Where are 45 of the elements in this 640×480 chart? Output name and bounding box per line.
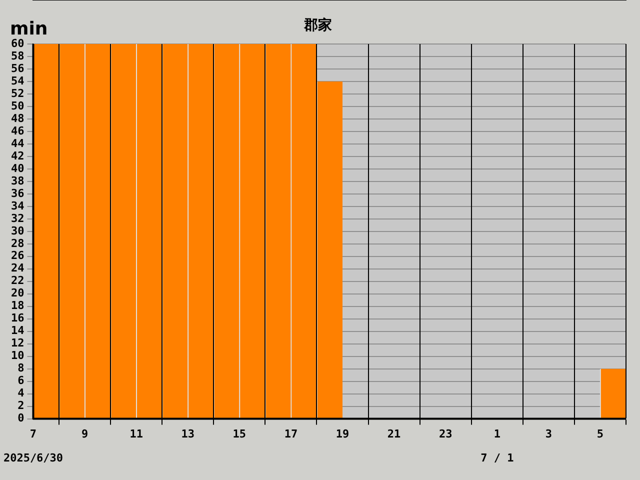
y-tick-label: 40 xyxy=(10,162,24,175)
x-tick-label: 13 xyxy=(181,427,194,440)
y-tick-label: 50 xyxy=(10,99,24,112)
y-tick-label: 24 xyxy=(10,262,25,275)
y-tick-label: 16 xyxy=(10,312,25,325)
x-tick-label: 19 xyxy=(336,427,350,440)
y-tick-label: 26 xyxy=(10,249,25,262)
y-tick-label: 6 xyxy=(18,374,25,388)
y-tick-label: 56 xyxy=(10,62,25,75)
y-tick-label: 22 xyxy=(10,274,24,288)
y-tick-label: 54 xyxy=(10,74,25,88)
text: 2025/6/30 xyxy=(3,452,64,465)
chart-title: 郡家 xyxy=(303,16,332,34)
y-tick-label: 52 xyxy=(10,86,24,100)
y-tick-label: 20 xyxy=(10,286,24,300)
x-tick-label: 17 xyxy=(284,427,298,440)
y-tick-label: 58 xyxy=(10,49,24,62)
y-tick-label: 14 xyxy=(10,324,25,338)
y-tick-label: 42 xyxy=(10,149,24,162)
x-tick-label: 21 xyxy=(387,427,402,440)
y-tick-label: 10 xyxy=(10,349,24,362)
x-tick-label: 9 xyxy=(81,427,88,440)
y-tick-label: 4 xyxy=(18,386,25,400)
y-tick-label: 0 xyxy=(18,412,24,425)
y-tick-label: 32 xyxy=(10,212,24,225)
x-tick-label: 15 xyxy=(232,427,246,440)
y-tick-label: 38 xyxy=(10,174,24,188)
y-tick-label: 34 xyxy=(10,199,25,212)
y-tick-label: 30 xyxy=(10,224,24,238)
y-tick-label: 36 xyxy=(10,186,25,200)
y-tick-label: 8 xyxy=(18,362,24,375)
text: 7 / 1 xyxy=(480,452,514,465)
y-tick-label: 28 xyxy=(10,236,24,250)
x-tick-label: 5 xyxy=(596,427,604,440)
y-tick-label: 48 xyxy=(10,112,24,125)
x-tick-label: 11 xyxy=(130,427,144,440)
y-tick-label: 18 xyxy=(10,299,24,312)
x-tick-label: 3 xyxy=(545,427,552,440)
x-tick-label: 1 xyxy=(494,427,501,440)
y-tick-label: 2 xyxy=(18,399,24,412)
y-tick-label: 46 xyxy=(10,124,25,138)
x-tick-label: 23 xyxy=(438,427,452,440)
y-tick-label: 12 xyxy=(10,336,24,350)
x-tick-label: 7 xyxy=(30,427,37,440)
y-tick-label: 44 xyxy=(10,136,25,150)
